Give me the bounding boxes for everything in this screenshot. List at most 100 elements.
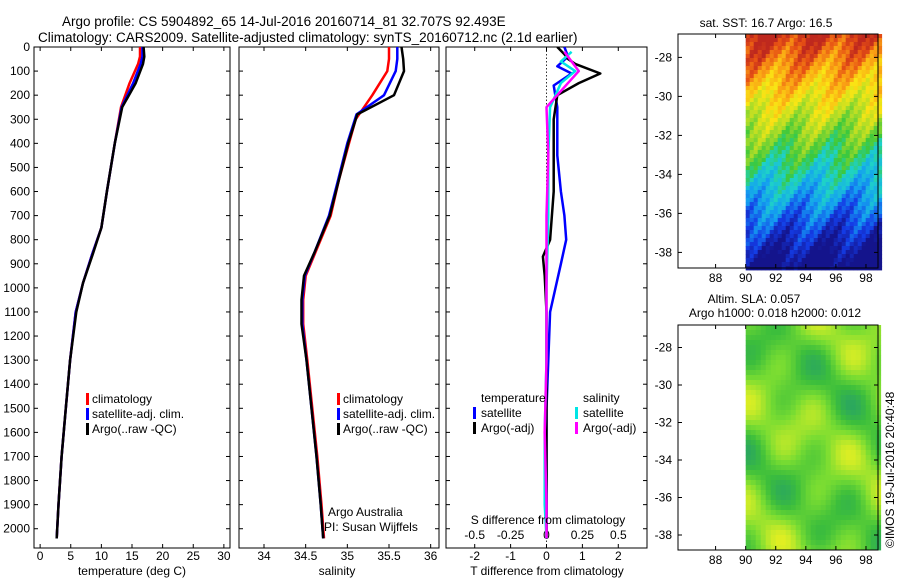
sst-cell [753, 138, 759, 143]
sla-cell [765, 525, 772, 531]
sla-cell [755, 385, 762, 391]
sla-cell [800, 465, 807, 471]
sst-cell [873, 214, 879, 219]
sla-cell [810, 335, 817, 341]
sst-cell [817, 94, 823, 99]
sst-cell [813, 210, 819, 215]
sst-cell [817, 230, 823, 235]
difference-x-tick-label: 2 [615, 549, 622, 563]
sla-cell [750, 420, 757, 426]
sst-cell [869, 242, 875, 247]
sla-cell [790, 530, 797, 536]
sst-cell [877, 38, 883, 43]
sla-cell [760, 355, 767, 361]
sla-cell [765, 370, 772, 376]
sst-cell [749, 138, 755, 143]
sla-cell [855, 325, 862, 331]
sst-cell [877, 106, 883, 111]
sst-cell [753, 70, 759, 75]
sst-cell [853, 142, 859, 147]
sla-cell [860, 440, 867, 446]
sla-cell [755, 475, 762, 481]
sst-cell [841, 94, 847, 99]
sst-cell [749, 110, 755, 115]
sst-cell [773, 106, 779, 111]
sst-cell [757, 94, 763, 99]
sst-cell [873, 130, 879, 135]
sst-cell [765, 170, 771, 175]
sst-cell [769, 170, 775, 175]
sst-cell [801, 178, 807, 183]
sst-cell [769, 38, 775, 43]
sla-cell [870, 460, 877, 466]
sst-cell [749, 102, 755, 107]
sst-cell [801, 218, 807, 223]
sst-cell [797, 222, 803, 227]
sst-cell [789, 182, 795, 187]
sst-cell [869, 202, 875, 207]
sla-cell [830, 485, 837, 491]
sst-cell [833, 230, 839, 235]
sla-cell [870, 405, 877, 411]
sla-cell [830, 440, 837, 446]
sst-cell [797, 86, 803, 91]
sst-cell [825, 130, 831, 135]
sst-cell [833, 234, 839, 239]
sst-cell [753, 154, 759, 159]
legend-label-climatology: climatology [343, 392, 403, 406]
sst-cell [841, 234, 847, 239]
sst-cell [781, 190, 787, 195]
sst-cell [849, 42, 855, 47]
sst-cell [865, 34, 871, 39]
sst-cell [761, 234, 767, 239]
sla-cell [795, 490, 802, 496]
sst-cell [825, 170, 831, 175]
sst-cell [873, 162, 879, 167]
sst-cell [797, 150, 803, 155]
sst-cell [817, 182, 823, 187]
sst-cell [801, 70, 807, 75]
sst-cell [857, 198, 863, 203]
sla-cell [775, 425, 782, 431]
sst-cell [857, 106, 863, 111]
sst-cell [753, 38, 759, 43]
sla-cell [860, 510, 867, 516]
sst-cell [813, 66, 819, 71]
sla-cell [765, 430, 772, 436]
sst-cell [777, 34, 783, 39]
sst-cell [805, 70, 811, 75]
sst-cell [841, 254, 847, 259]
sst-cell [869, 178, 875, 183]
sla-cell [855, 505, 862, 511]
sst-cell [833, 106, 839, 111]
sst-cell [745, 106, 751, 111]
sla-cell [750, 335, 757, 341]
sla-cell [845, 480, 852, 486]
sla-cell [785, 345, 792, 351]
sst-cell [769, 166, 775, 171]
sla-cell [835, 415, 842, 421]
sst-cell [797, 190, 803, 195]
sla-cell [840, 385, 847, 391]
sst-cell [805, 262, 811, 267]
sst-cell [777, 78, 783, 83]
sla-cell [760, 545, 767, 551]
sla-cell [760, 435, 767, 441]
sst-cell [809, 54, 815, 59]
sst-cell [873, 138, 879, 143]
sst-cell [849, 74, 855, 79]
sst-cell [785, 190, 791, 195]
sst-cell [829, 38, 835, 43]
sla-cell [830, 435, 837, 441]
sst-cell [861, 78, 867, 83]
sst-cell [773, 78, 779, 83]
sst-cell [749, 130, 755, 135]
sla-cell [825, 510, 832, 516]
sst-cell [845, 78, 851, 83]
sla-cell [830, 450, 837, 456]
sst-cell [841, 182, 847, 187]
sst-cell [813, 94, 819, 99]
sst-cell [805, 258, 811, 263]
sst-cell [789, 110, 795, 115]
sst-cell [861, 150, 867, 155]
